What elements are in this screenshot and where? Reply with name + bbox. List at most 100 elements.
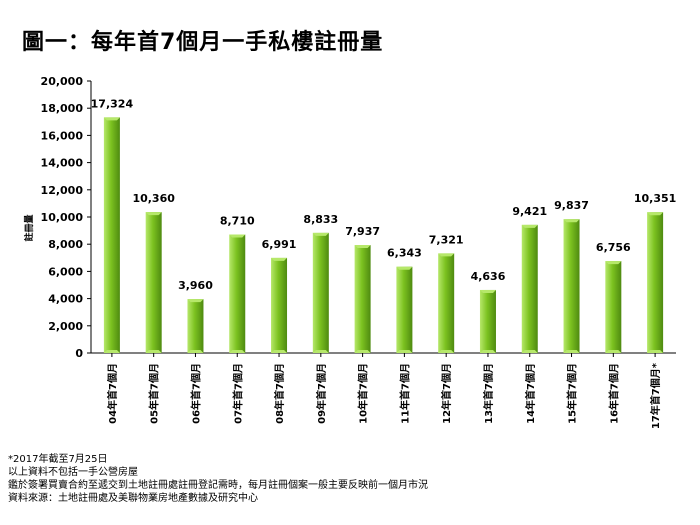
footnotes: *2017年截至7月25日 以上資料不包括一手公營房屋 鑑於簽署買賣合約至遞交到… <box>8 453 428 505</box>
bar-body <box>647 212 664 353</box>
bar-bevel-top <box>187 299 204 303</box>
bar-bevel-top <box>521 224 538 228</box>
bar <box>396 266 413 353</box>
data-label: 6,991 <box>262 238 297 251</box>
bar-body <box>271 257 288 353</box>
bar-bevel-bottom <box>103 350 120 353</box>
bar-bevel-bottom <box>187 350 204 353</box>
y-tick-label: 0 <box>75 347 83 360</box>
y-axis-label: 註冊量 <box>23 214 35 241</box>
data-label: 10,360 <box>132 192 175 205</box>
x-tick-label: 14年首7個月 <box>524 363 537 424</box>
x-tick-label: 10年首7個月 <box>357 363 370 424</box>
data-label: 10,351 <box>634 192 676 205</box>
bar-bevel-bottom <box>312 350 329 353</box>
x-tick-label: 17年首7個月* <box>649 362 662 429</box>
y-tick-label: 14,000 <box>41 157 84 170</box>
bar <box>605 261 622 353</box>
bar <box>479 289 496 353</box>
bar <box>312 232 329 353</box>
bar-bevel-top <box>354 245 371 249</box>
bars <box>103 117 664 353</box>
bar-bevel-top <box>312 232 329 236</box>
x-tick-label: 15年首7個月 <box>566 363 579 424</box>
bar-body <box>103 117 120 353</box>
y-axis-ticks: 0 2,000 4,000 6,000 8,000 10,000 12,000 14,000 1… <box>41 75 91 360</box>
x-tick-label: 07年首7個月 <box>231 363 244 424</box>
footnote-source: 資料來源：土地註冊處及美聯物業房地產數據及研究中心 <box>8 493 258 504</box>
bar <box>103 117 120 353</box>
data-label: 9,421 <box>512 205 547 218</box>
data-label: 3,960 <box>178 279 213 292</box>
y-tick-label: 2,000 <box>48 320 83 333</box>
bar-body <box>479 289 496 353</box>
x-tick-label: 06年首7個月 <box>189 363 202 424</box>
bar-bevel-bottom <box>354 350 371 353</box>
y-tick-label: 10,000 <box>41 211 84 224</box>
y-tick-label: 18,000 <box>41 102 84 115</box>
bar-bevel-top <box>396 266 413 270</box>
bar-bevel-top <box>563 219 580 223</box>
y-tick-label: 4,000 <box>48 293 83 306</box>
data-label: 8,710 <box>220 215 255 228</box>
bar <box>521 224 538 353</box>
bar-bevel-bottom <box>563 350 580 353</box>
bar-body <box>438 253 455 353</box>
bar <box>187 299 204 353</box>
bar-bevel-bottom <box>145 350 162 353</box>
bar-body <box>396 266 413 353</box>
bar-bevel-bottom <box>479 350 496 353</box>
footnote-exclusion: 以上資料不包括一手公營房屋 <box>8 467 138 478</box>
bar-body <box>521 224 538 353</box>
bar-bevel-top <box>229 234 246 238</box>
x-tick-label: 08年首7個月 <box>273 363 286 424</box>
bar-body <box>605 261 622 353</box>
y-tick-label: 6,000 <box>48 265 83 278</box>
data-label: 6,343 <box>387 247 422 260</box>
x-tick-label: 16年首7個月 <box>607 363 620 424</box>
bar-bevel-top <box>103 117 120 121</box>
bar-bevel-top <box>479 289 496 293</box>
x-tick-label: 04年首7個月 <box>106 363 119 424</box>
bar-bevel-bottom <box>271 350 288 353</box>
bar-bevel-bottom <box>647 350 664 353</box>
bar-body <box>354 245 371 353</box>
x-tick-label: 12年首7個月 <box>440 363 453 424</box>
y-tick-label: 16,000 <box>41 129 84 142</box>
bar-bevel-top <box>647 212 664 216</box>
x-tick-label: 13年首7個月 <box>482 363 495 424</box>
y-tick-label: 12,000 <box>41 184 84 197</box>
bar <box>438 253 455 353</box>
data-label: 8,833 <box>303 213 338 226</box>
bar-bevel-bottom <box>229 350 246 353</box>
bar <box>271 257 288 353</box>
bar <box>354 245 371 353</box>
bar-bevel-top <box>271 257 288 261</box>
bar-bevel-top <box>605 261 622 265</box>
chart-axes <box>90 81 676 354</box>
bar <box>229 234 246 353</box>
bar-bevel-bottom <box>521 350 538 353</box>
footnote-date: *2017年截至7月25日 <box>8 454 108 465</box>
y-tick-label: 20,000 <box>41 75 84 88</box>
data-label: 7,937 <box>345 225 380 238</box>
bar-bevel-top <box>438 253 455 257</box>
bar-bevel-bottom <box>605 350 622 353</box>
data-label: 9,837 <box>554 199 589 212</box>
bar <box>563 219 580 353</box>
page-title: 圖一：每年首7個月一手私樓註冊量 <box>22 30 384 55</box>
data-label: 7,321 <box>429 233 464 246</box>
x-tick-label: 05年首7個月 <box>148 363 161 424</box>
bar-bevel-bottom <box>396 350 413 353</box>
bar-body <box>229 234 246 353</box>
x-tick-label: 11年首7個月 <box>398 363 411 424</box>
data-label: 4,636 <box>471 270 506 283</box>
bar-bevel-bottom <box>438 350 455 353</box>
data-labels: 17,324 10,360 3,960 8,710 6,991 8,833 7,937 6,3… <box>91 97 677 292</box>
bar-bevel-top <box>145 212 162 216</box>
bar-body <box>312 232 329 353</box>
bar <box>647 212 664 353</box>
bar-body <box>563 219 580 353</box>
x-axis-ticks: 04年首7個月 05年首7個月 06年首7個月 07年首7個月 08年首7個月 09年首7… <box>106 353 662 429</box>
